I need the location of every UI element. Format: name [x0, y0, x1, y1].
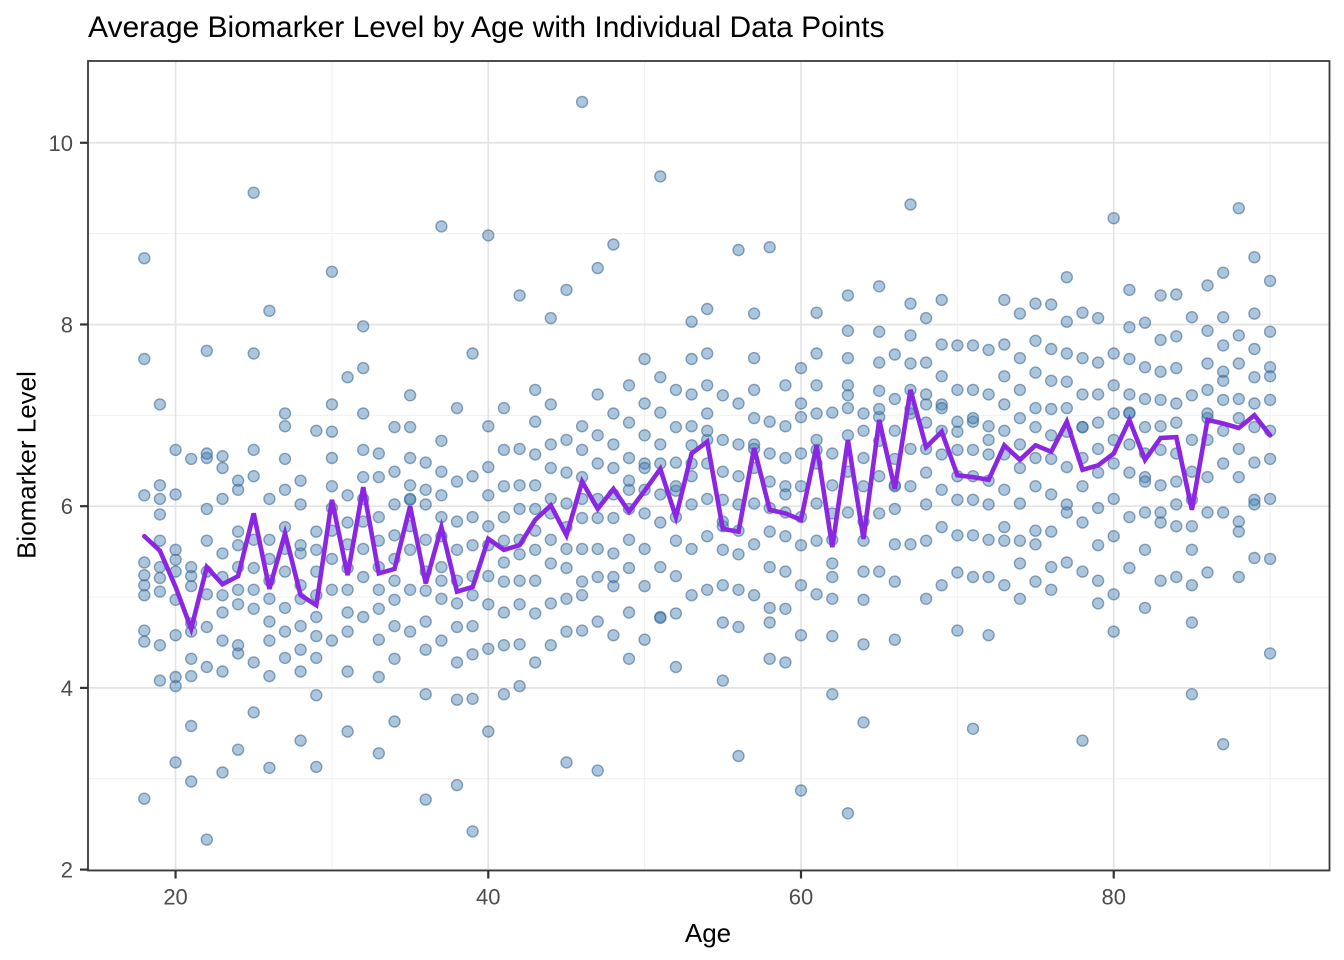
average-line — [142, 389, 1273, 637]
chart-title: Average Biomarker Level by Age with Indi… — [88, 11, 885, 44]
y-tick-label: 8 — [61, 312, 73, 337]
y-tick-label: 6 — [61, 494, 73, 519]
panel-background — [88, 61, 1330, 871]
x-tick-label: 80 — [1101, 885, 1125, 910]
x-tick-label: 60 — [789, 885, 813, 910]
x-tick-label: 20 — [163, 885, 187, 910]
y-tick-label: 4 — [61, 676, 73, 701]
y-tick-label: 2 — [61, 858, 73, 883]
axis-ticks — [80, 141, 1115, 879]
x-tick-label: 40 — [476, 885, 500, 910]
tick-labels: 20 40 60 80 2 4 6 8 10 — [49, 131, 1126, 910]
x-axis-title: Age — [684, 918, 732, 948]
y-tick-label: 10 — [49, 131, 73, 156]
scatter-points — [138, 95, 1277, 846]
panel-border — [87, 60, 1331, 872]
gridlines-minor — [88, 61, 1330, 871]
